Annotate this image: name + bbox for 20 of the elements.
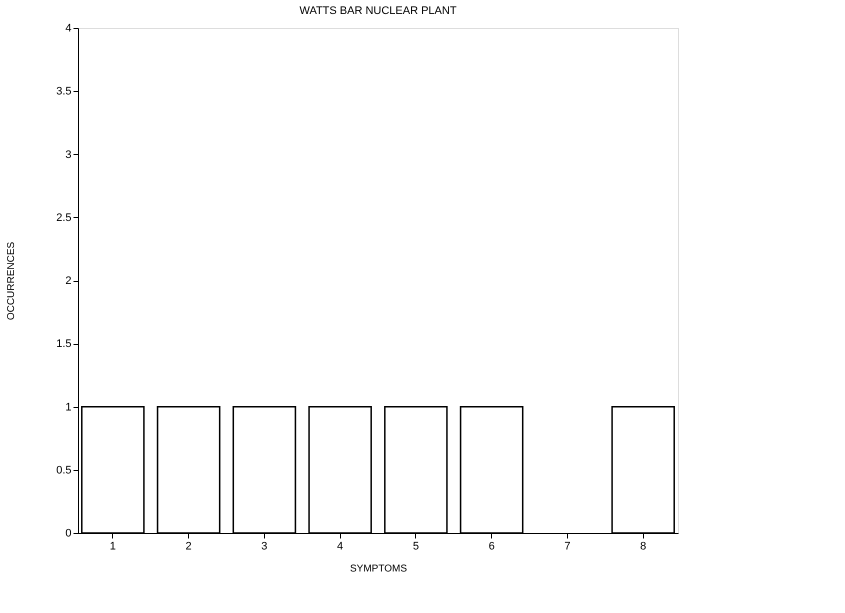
x-tick-label: 2 [186,540,192,552]
y-tick-label: 3 [65,148,72,161]
y-tick-label: 0 [65,528,72,540]
y-tick-label: 3.5 [56,86,72,98]
x-axis-title: SYMPTOMS [350,564,408,574]
x-tick-label: 3 [261,540,268,552]
x-tick-label: 6 [488,540,495,552]
y-tick-label: 1.5 [56,338,72,350]
y-axis-title: OCCURRENCES [6,242,18,320]
x-tick-label: 5 [412,540,419,552]
x-tick-label: 4 [337,540,344,552]
y-tick-label: 2 [65,275,72,287]
x-tick-label: 7 [564,540,570,552]
y-tick-label: 2.5 [56,212,72,224]
x-tick-label: 1 [110,540,116,552]
y-tick-label: 0.5 [56,464,72,476]
chart-title: WATTS BAR NUCLEAR PLANT [299,5,457,17]
y-tick-label: 4 [65,22,72,34]
x-tick-label: 8 [640,540,646,552]
y-tick-label: 1 [65,401,72,414]
